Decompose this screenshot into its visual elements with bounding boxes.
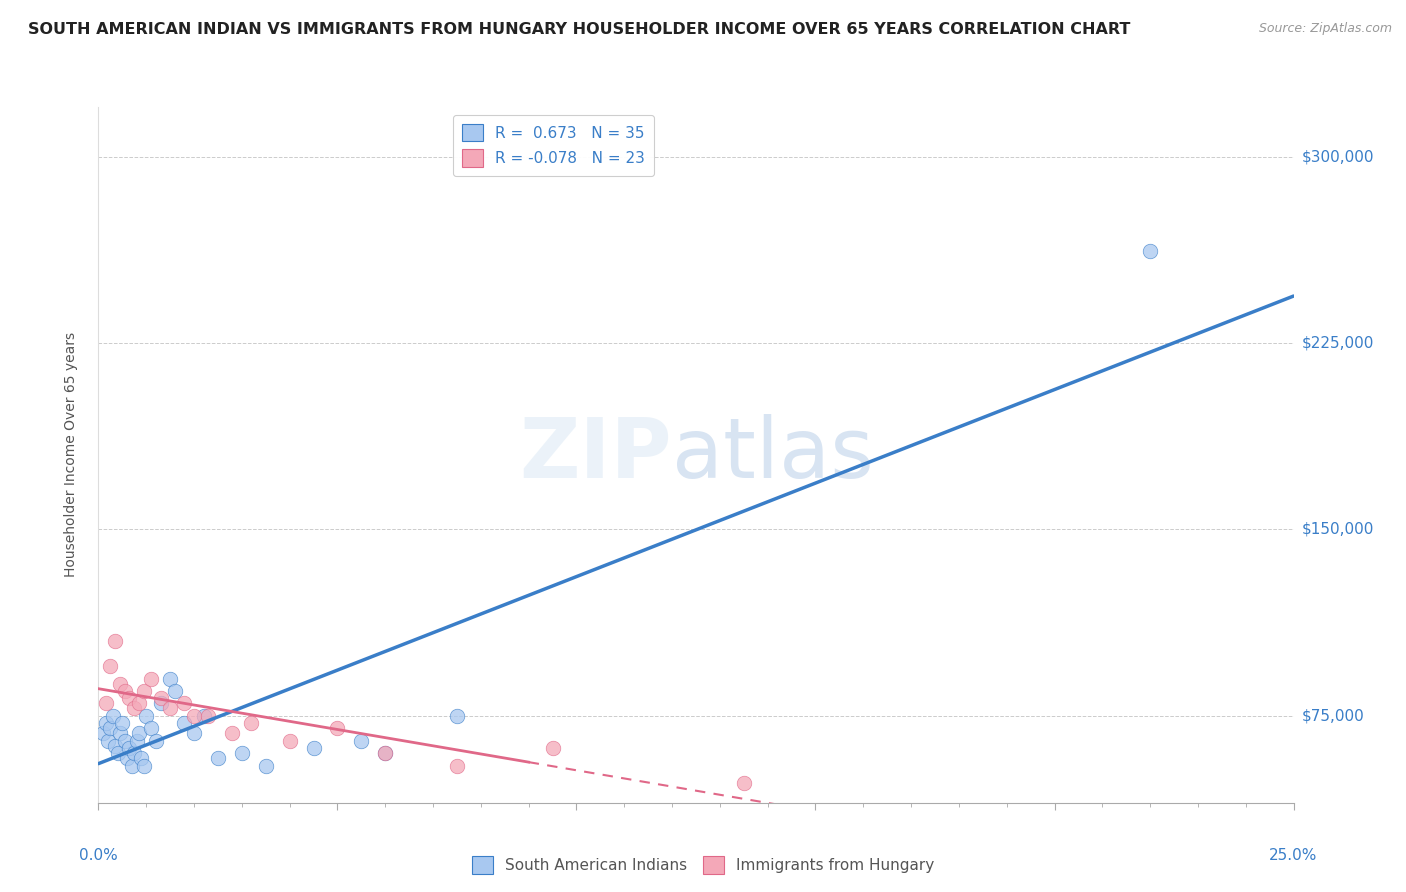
Text: $225,000: $225,000 [1302,335,1374,351]
Point [278,733,301,747]
Text: 25.0%: 25.0% [1270,847,1317,863]
Point [128,697,150,711]
Point [132,684,155,698]
Y-axis label: Householder Income Over 65 years: Householder Income Over 65 years [63,333,77,577]
Text: Source: ZipAtlas.com: Source: ZipAtlas.com [1258,22,1392,36]
Point [107,746,129,760]
Point [1139,244,1161,259]
Point [125,733,148,747]
Point [128,726,150,740]
Point [149,697,172,711]
Point [326,721,349,735]
Point [115,751,138,765]
Point [98,721,122,735]
Point [145,733,167,747]
Point [98,659,122,673]
Point [104,739,127,753]
Text: SOUTH AMERICAN INDIAN VS IMMIGRANTS FROM HUNGARY HOUSEHOLDER INCOME OVER 65 YEAR: SOUTH AMERICAN INDIAN VS IMMIGRANTS FROM… [28,22,1130,37]
Point [446,708,468,723]
Point [541,741,564,756]
Text: $150,000: $150,000 [1302,522,1374,537]
Point [118,741,141,756]
Point [197,708,219,723]
Point [173,697,195,711]
Point [139,721,162,735]
Text: atlas: atlas [672,415,873,495]
Point [374,746,396,760]
Point [91,726,114,740]
Point [118,691,141,706]
Legend: South American Indians, Immigrants from Hungary: South American Indians, Immigrants from … [465,850,941,880]
Point [350,733,373,747]
Point [446,758,468,772]
Point [374,746,396,760]
Text: $300,000: $300,000 [1302,149,1374,164]
Text: ZIP: ZIP [520,415,672,495]
Point [159,701,181,715]
Point [124,746,146,760]
Point [108,676,131,690]
Legend: R =  0.673   N = 35, R = -0.078   N = 23: R = 0.673 N = 35, R = -0.078 N = 23 [453,115,654,176]
Point [135,708,157,723]
Point [733,776,755,790]
Point [94,716,117,731]
Point [193,708,215,723]
Point [231,746,253,760]
Point [240,716,263,731]
Point [207,751,229,765]
Text: 0.0%: 0.0% [79,847,118,863]
Point [114,684,136,698]
Point [163,684,186,698]
Point [101,708,124,723]
Point [94,697,117,711]
Point [131,751,153,765]
Point [97,733,120,747]
Point [139,672,162,686]
Point [159,672,181,686]
Point [124,701,146,715]
Point [173,716,195,731]
Point [221,726,243,740]
Point [132,758,155,772]
Point [149,691,172,706]
Point [121,758,143,772]
Point [111,716,134,731]
Point [108,726,131,740]
Point [114,733,136,747]
Point [183,708,205,723]
Point [302,741,325,756]
Text: $75,000: $75,000 [1302,708,1365,723]
Point [254,758,277,772]
Point [183,726,205,740]
Point [104,634,127,648]
